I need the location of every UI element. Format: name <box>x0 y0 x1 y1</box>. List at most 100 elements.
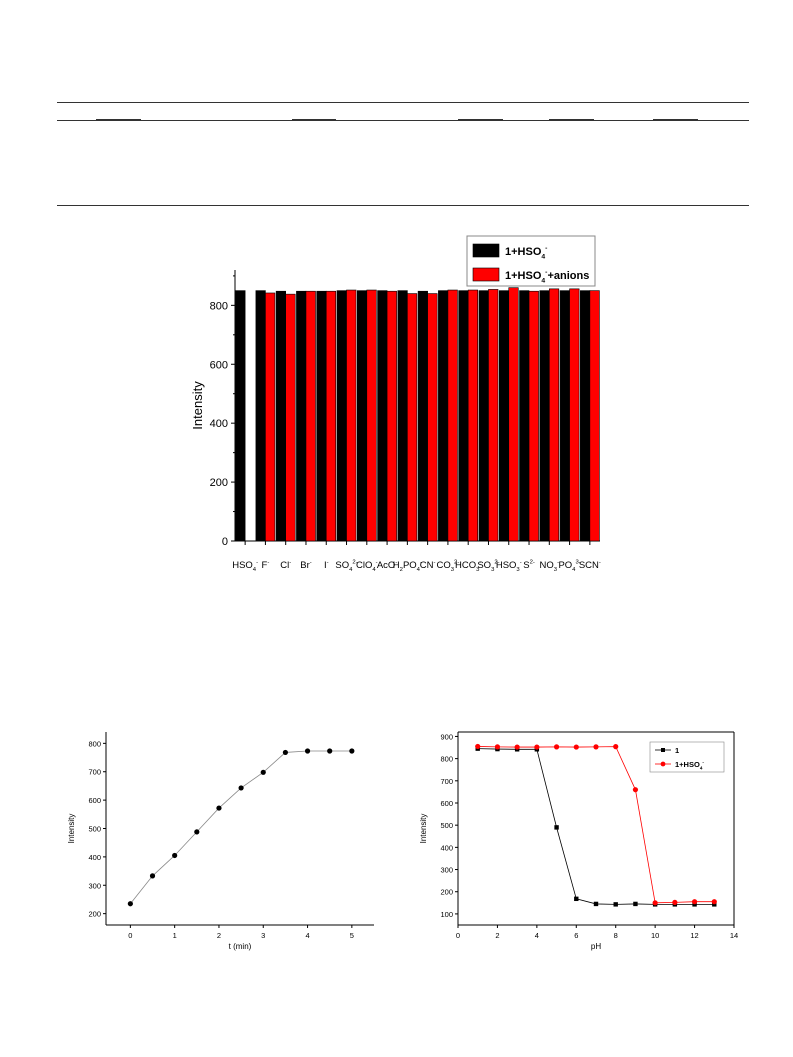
bar <box>275 290 286 542</box>
data-point <box>692 902 697 907</box>
y-tick-label: 200 <box>440 888 453 897</box>
y-tick-label: 100 <box>440 910 453 919</box>
x-tick-label: 6 <box>574 931 578 940</box>
data-point <box>711 899 717 905</box>
x-tick-label: Cl-​ <box>280 560 291 571</box>
table-bottom-rule <box>57 205 749 206</box>
data-point <box>613 744 619 750</box>
data-point <box>593 744 599 750</box>
data-point <box>652 900 658 906</box>
data-point <box>194 829 200 835</box>
x-tick-label: F-​ <box>262 560 270 571</box>
x-tick-label: 0 <box>128 931 132 940</box>
bar <box>346 289 357 542</box>
bar <box>235 290 246 542</box>
x-tick-label: 8 <box>614 931 618 940</box>
data-point <box>573 744 579 750</box>
bar <box>285 293 296 542</box>
table-header-rule <box>57 120 749 121</box>
bar <box>427 293 438 542</box>
bar <box>356 290 368 542</box>
y-tick-label: 600 <box>88 796 101 805</box>
bar <box>488 289 499 542</box>
x-tick-label: 5 <box>350 931 354 940</box>
x-tick-label: PO4​3-​ <box>558 560 580 573</box>
legend-label: 1 <box>675 746 679 755</box>
y-axis-title: Intensity <box>190 381 205 430</box>
bar <box>407 293 418 542</box>
time-response-line-chart: 200 300 400 500 600 700 800 0 1 2 3 4 5 t (min) Intens… <box>67 732 374 951</box>
legend-marker <box>660 761 666 767</box>
y-tick-label: 500 <box>440 821 453 830</box>
y-tick-label: 900 <box>440 732 453 741</box>
y-tick-label: 800 <box>88 739 101 748</box>
x-tick-label: NO3​-​ <box>540 560 560 573</box>
bar <box>366 289 377 542</box>
data-point <box>613 902 618 907</box>
y-tick-label: 800 <box>440 755 453 764</box>
bar <box>478 290 489 542</box>
data-point <box>304 748 311 754</box>
x-tick-label: S2-​ <box>523 560 535 571</box>
table-col-rule <box>653 119 698 120</box>
x-tick-label: 4 <box>535 931 539 940</box>
bar <box>255 290 266 542</box>
data-point <box>691 899 698 905</box>
y-tick-label: 300 <box>440 866 453 875</box>
legend-swatch <box>472 267 500 282</box>
x-tick-label: CO3​2-​ <box>437 560 460 573</box>
data-point <box>554 825 559 830</box>
x-tick-label: HSO3​-​ <box>496 560 522 573</box>
x-tick-label: 0 <box>456 931 460 940</box>
bar <box>528 290 539 542</box>
series-line <box>130 750 352 904</box>
legend-marker <box>661 748 665 752</box>
bar <box>305 290 316 542</box>
y-tick-label: 400 <box>440 843 453 852</box>
bar <box>580 290 591 542</box>
bar <box>417 290 428 542</box>
y-tick-label: 400 <box>88 853 101 862</box>
bar <box>589 290 600 542</box>
y-tick-label: 200 <box>210 477 228 489</box>
y-tick-label: 600 <box>210 359 228 371</box>
data-point <box>327 748 333 754</box>
y-tick-label: 800 <box>210 300 228 312</box>
data-point <box>494 744 501 750</box>
bar <box>498 290 510 542</box>
bar <box>265 292 276 542</box>
bar <box>447 289 458 542</box>
bar <box>569 288 580 542</box>
legend-box <box>649 741 725 773</box>
table-col-rule <box>549 119 594 120</box>
data-point <box>712 902 717 907</box>
x-axis-title: pH <box>591 942 601 951</box>
y-tick-label: 400 <box>210 418 228 430</box>
x-tick-label: 1 <box>173 931 177 940</box>
legend-label: 1+HSO4​-​ <box>675 760 704 771</box>
y-axis-title: Intensity <box>419 814 428 844</box>
x-tick-label: 2 <box>495 931 499 940</box>
bar <box>296 290 307 542</box>
bar <box>438 290 449 542</box>
y-tick-label: 500 <box>88 825 101 834</box>
x-tick-label: SCN-​ <box>579 560 601 571</box>
ph-dependence-line-chart: 100 200 300 400 500 600 700 800 900 0 2 4 6 8 10 12 14 pH… <box>419 731 738 951</box>
table-col-rule <box>458 119 503 120</box>
data-point <box>672 899 678 905</box>
table-col-rule <box>292 119 336 120</box>
y-tick-label: 300 <box>88 881 101 890</box>
bar <box>325 290 337 542</box>
bar <box>467 289 479 542</box>
y-axis-title: Intensity <box>67 814 76 844</box>
anion-selectivity-bar-chart: 0 200 400 600 800 Intensity HSO4​-​ F-​ Cl-​ Br-​… <box>190 235 601 573</box>
y-tick-label: 0 <box>222 536 228 548</box>
y-tick-label: 700 <box>440 777 453 786</box>
table-col-rule <box>96 119 141 120</box>
data-point <box>633 901 638 907</box>
bar <box>559 290 570 542</box>
data-point <box>238 785 244 791</box>
data-point <box>216 805 222 811</box>
x-tick-label: 4 <box>305 931 309 940</box>
bar <box>508 287 519 542</box>
